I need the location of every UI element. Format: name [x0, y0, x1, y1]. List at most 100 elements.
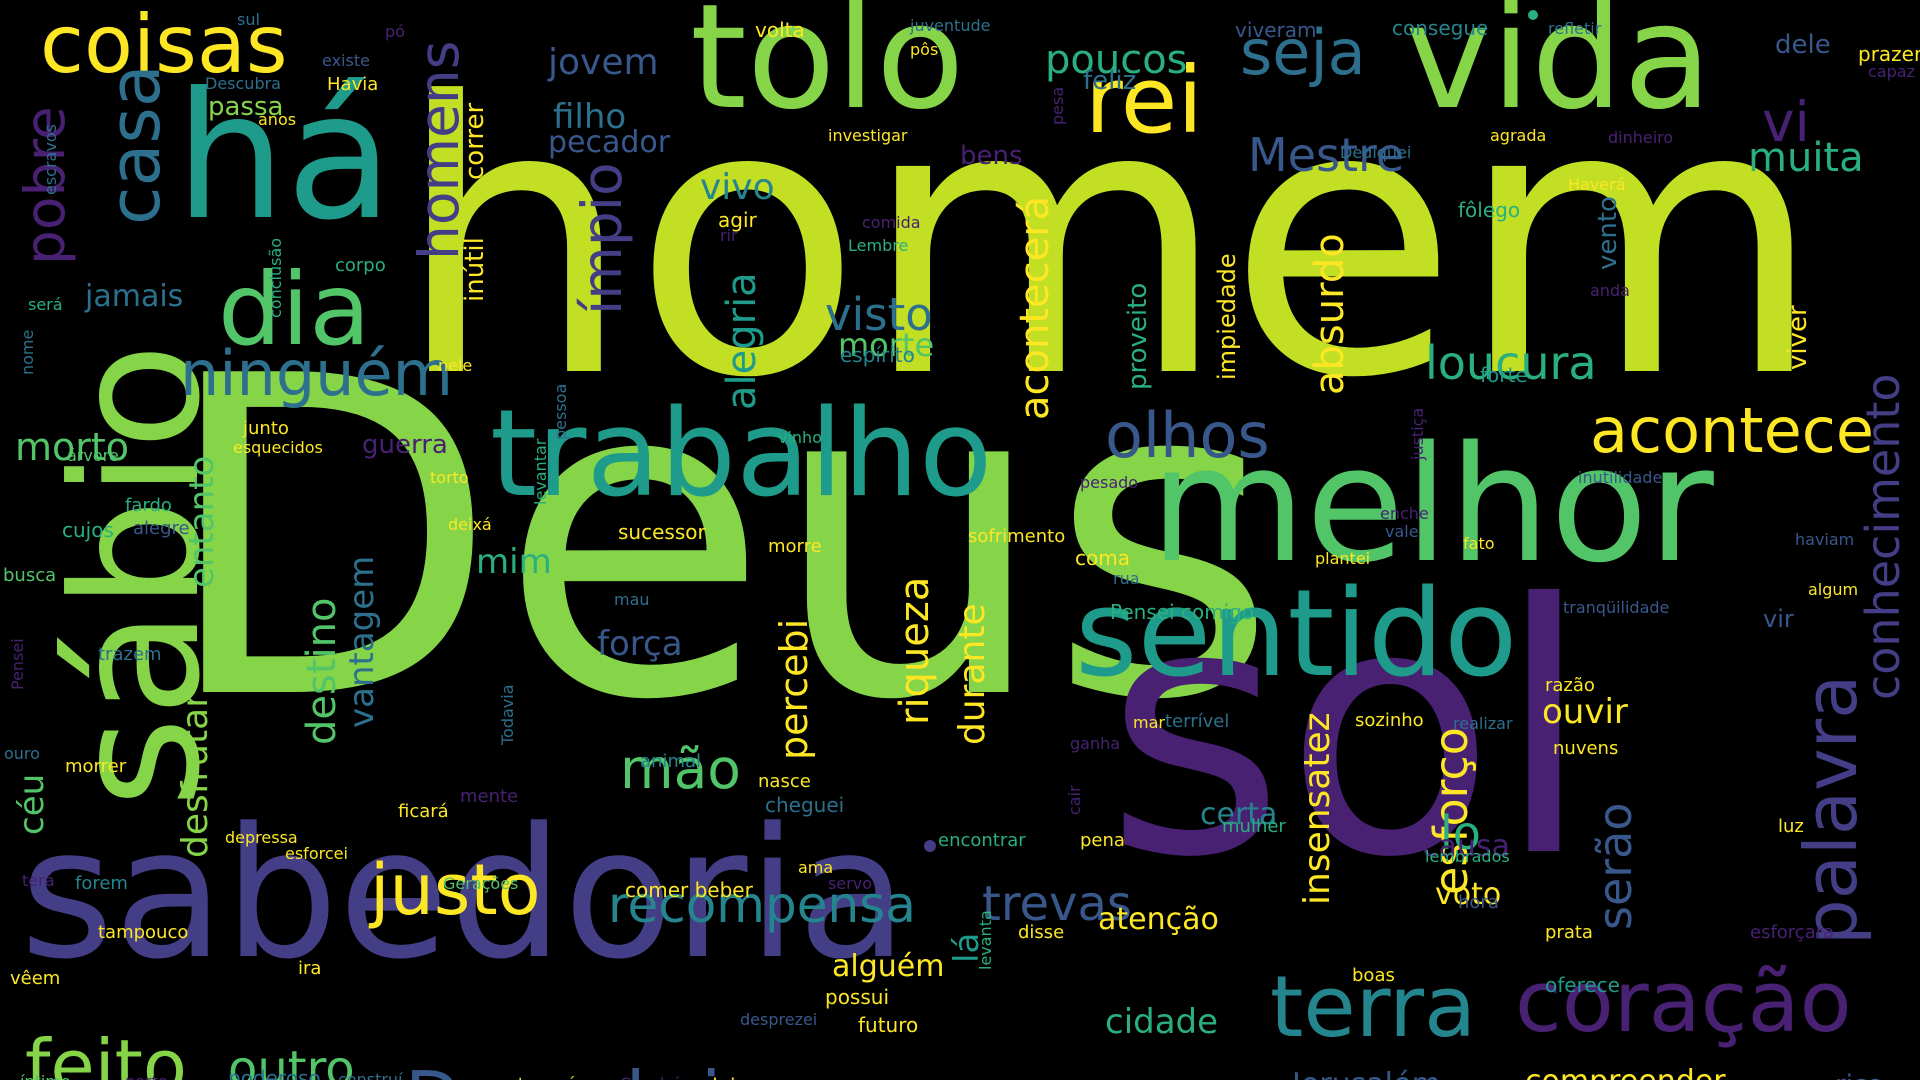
word-rico: rico: [1835, 1072, 1883, 1080]
word-po: pó: [385, 22, 405, 41]
word-enche: enche: [1380, 504, 1429, 523]
word-olhos: olhos: [1105, 399, 1270, 472]
word-passa: passa: [208, 92, 284, 122]
word-pos: pôs: [910, 40, 939, 59]
word-cheguei: cheguei: [765, 793, 845, 817]
word-vale: vale: [1385, 522, 1419, 541]
word-rei: rei: [1085, 47, 1203, 154]
word-absurdo: absurdo: [1307, 233, 1353, 395]
word-bens: bens: [960, 141, 1023, 171]
word-impio: ímpio: [570, 162, 634, 315]
word-vantagem: vantagem: [342, 555, 382, 728]
word-construi: construí: [338, 1070, 403, 1080]
word-recompensa: recompensa: [608, 876, 916, 934]
word-morrer: morrer: [65, 756, 127, 777]
word-lembre: Lembre: [848, 236, 909, 255]
word-levanta: levanta: [976, 910, 995, 970]
word-muita: muita: [1748, 135, 1864, 181]
word-forem: forem: [75, 873, 128, 894]
word-consegue: consegue: [1392, 16, 1489, 40]
dot-mark: [1528, 10, 1538, 20]
word-refletir: refletir: [1548, 19, 1602, 38]
word-descubra: Descubra: [205, 74, 281, 93]
word-feliz: feliz: [1083, 66, 1137, 96]
word-jovem: jovem: [548, 42, 659, 83]
word-vento: vento: [1593, 196, 1623, 270]
word-luz: luz: [1778, 816, 1804, 837]
word-dinheiro: dinheiro: [1608, 128, 1674, 147]
word-deixa: deixá: [448, 515, 492, 534]
word-fato: fato: [1463, 534, 1495, 553]
word-seja: seja: [1240, 16, 1366, 89]
word-feito: feito: [25, 1024, 187, 1080]
word-acontecera: acontecerá: [1012, 195, 1058, 420]
word-descobri: Descobri: [405, 1062, 721, 1080]
word-busca: busca: [3, 565, 57, 586]
word-cair: cair: [1065, 785, 1084, 815]
word-desprezei: desprezei: [740, 1010, 818, 1029]
word-sozinho: sozinho: [1355, 710, 1424, 731]
word-encontrar: encontrar: [938, 830, 1026, 851]
word-nome: nome: [18, 329, 37, 375]
word-vi: vi: [1762, 90, 1810, 154]
word-depressa: depressa: [225, 828, 298, 847]
word-mau: mau: [614, 590, 650, 609]
word-nasce: nasce: [758, 771, 811, 792]
word-esforcara: esforçara: [1750, 922, 1835, 943]
word-serao: serão: [1588, 802, 1642, 930]
word-oferece: oferece: [1545, 973, 1620, 997]
word-vir: vir: [1763, 605, 1794, 633]
word-pesa: pesa: [1048, 86, 1067, 125]
word-coracao: coração: [1515, 953, 1852, 1052]
word-dia: dia: [218, 251, 371, 368]
word-hora: hora: [1458, 892, 1499, 913]
word-conclui: Concluí: [620, 1076, 679, 1080]
word-deixar: deixar: [705, 1076, 768, 1080]
word-fardo: fardo: [125, 495, 172, 516]
word-atencao: atenção: [1098, 902, 1219, 937]
word-intimo: íntimo: [20, 1074, 71, 1080]
word-mulher: mulher: [1222, 816, 1286, 837]
word-homem: homem: [395, 24, 1824, 460]
word-ouvir: ouvir: [1542, 692, 1628, 732]
word-plantei: plantei: [1315, 549, 1371, 568]
word-arvore: árvore: [67, 446, 119, 465]
word-outro: outro: [228, 1041, 355, 1080]
word-voto: voto: [1435, 877, 1502, 912]
word-loucura: loucura: [1425, 336, 1597, 390]
word-esforcei: esforcei: [285, 844, 348, 863]
word-rua: rua: [1113, 569, 1140, 588]
word-disse: disse: [1018, 922, 1065, 943]
word-conclusao: conclusão: [266, 237, 285, 318]
word-ha: há: [175, 56, 394, 259]
word-sucessor: sucessor: [618, 520, 706, 544]
word-mar: mar: [1133, 713, 1165, 732]
word-rir: rir: [720, 226, 738, 245]
word-agir: agir: [718, 208, 757, 232]
word-morto: morto: [15, 425, 130, 469]
word-norte: norte: [125, 1074, 168, 1080]
word-tolo: tolo: [690, 0, 965, 142]
word-pensei: Pensei: [8, 638, 27, 690]
word-juventude: juventude: [910, 16, 991, 35]
word-impiedade: impiedade: [1213, 253, 1241, 380]
word-corpo: corpo: [335, 255, 386, 276]
word-durante: durante: [952, 603, 993, 745]
word-palavra: palavra: [1789, 674, 1873, 945]
word-sofrimento: sofrimento: [968, 526, 1066, 547]
word-havera: Haverá: [1568, 175, 1626, 194]
word-ceu: céu: [12, 773, 52, 835]
word-ficara: ficará: [398, 801, 449, 822]
word-lo: lo: [1440, 806, 1481, 860]
word-sul: sul: [237, 10, 260, 29]
word-viver: viver: [1783, 305, 1813, 370]
word-trazem: trazem: [98, 644, 162, 665]
word-inutilidade: inutilidade: [1578, 468, 1663, 487]
word-anda: anda: [1590, 281, 1630, 300]
word-junto: junto: [243, 418, 289, 439]
word-destino: destino: [299, 597, 345, 745]
word-prata: prata: [1545, 922, 1593, 943]
word-forca: força: [597, 624, 683, 664]
word-anos: anos: [258, 110, 297, 129]
word-correr-vento: correr vento: [770, 1070, 1212, 1080]
